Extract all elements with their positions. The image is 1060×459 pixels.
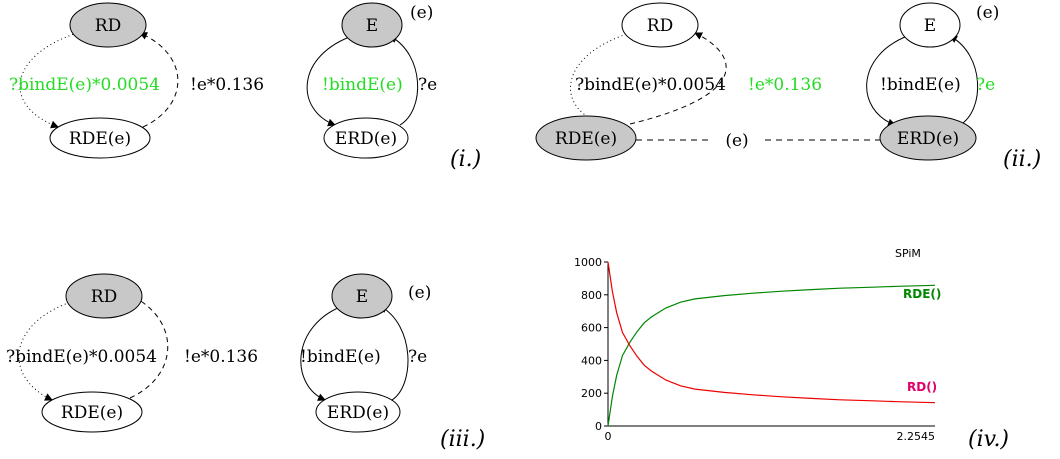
panel-tag: (iv.) bbox=[968, 427, 1009, 452]
restriction-label: (e) bbox=[408, 283, 431, 303]
edge-label-bind: ?bindE(e)*0.0054 bbox=[6, 347, 157, 367]
node-rd-label: RD bbox=[91, 287, 117, 307]
edge-label-receive: ?e bbox=[976, 75, 995, 95]
edge-label-receive: ?e bbox=[408, 347, 427, 367]
node-rd bbox=[65, 273, 143, 319]
series-line-rd bbox=[607, 261, 936, 404]
node-rde bbox=[535, 115, 637, 161]
x-ticks: 0 2.2545 bbox=[605, 430, 936, 443]
node-erd-label: ERD(e) bbox=[335, 129, 397, 149]
node-erd-label: ERD(e) bbox=[327, 403, 389, 423]
x-tick-label: 0 bbox=[605, 430, 612, 443]
edge-label-bind-e: !bindE(e) bbox=[322, 75, 403, 95]
restriction-label: (e) bbox=[976, 3, 999, 23]
y-tick-label: 1000 bbox=[574, 256, 602, 269]
x-tick-label: 2.2545 bbox=[897, 430, 936, 443]
node-rd-label: RD bbox=[95, 16, 121, 36]
edge-e-to-erd bbox=[306, 34, 356, 127]
edge-rde-to-rd bbox=[129, 295, 169, 399]
node-erd bbox=[879, 115, 977, 161]
y-ticks: 0 200 400 600 800 1000 bbox=[574, 256, 608, 433]
edge-erd-to-e bbox=[949, 35, 979, 126]
node-rd bbox=[69, 2, 147, 48]
node-rde-label: RDE(e) bbox=[61, 403, 123, 423]
edge-label-bind-e: !bindE(e) bbox=[300, 347, 381, 367]
panel-iii: RD RDE(e) ?bindE(e)*0.0054 !e*0.136 E (e… bbox=[6, 273, 485, 452]
node-e bbox=[331, 273, 393, 319]
node-e-label: E bbox=[924, 16, 936, 36]
y-tick-label: 600 bbox=[581, 322, 602, 335]
panel-tag: (i.) bbox=[450, 147, 481, 172]
y-tick-label: 400 bbox=[581, 354, 602, 367]
node-e-label: E bbox=[366, 16, 378, 36]
link-label: (e) bbox=[725, 131, 748, 151]
node-rde bbox=[49, 117, 151, 159]
series-line-rde bbox=[607, 284, 936, 427]
panel-iv-chart: SPiM 0 200 400 600 800 1000 0 2.2545 RDE() RD(… bbox=[574, 247, 1009, 452]
edge-label-bind-e: !bindE(e) bbox=[880, 75, 961, 95]
node-rd-label: RD bbox=[647, 16, 673, 36]
node-rde bbox=[41, 391, 143, 433]
edge-label-bind: ?bindE(e)*0.0054 bbox=[9, 75, 160, 95]
node-e bbox=[899, 2, 961, 48]
series-group bbox=[607, 261, 936, 427]
edge-label-emit: !e*0.136 bbox=[748, 75, 822, 95]
panel-ii: RD RDE(e) ?bindE(e)*0.0054 !e*0.136 (e) … bbox=[535, 2, 1041, 172]
node-rd bbox=[621, 2, 699, 48]
node-erd bbox=[323, 117, 409, 159]
node-e-label: E bbox=[356, 287, 368, 307]
edge-rde-to-rd bbox=[139, 32, 179, 128]
edge-label-emit: !e*0.136 bbox=[190, 75, 264, 95]
edge-erd-to-e bbox=[379, 305, 409, 401]
edge-e-to-erd bbox=[866, 34, 911, 127]
node-rde-label: RDE(e) bbox=[69, 129, 131, 149]
panel-tag: (iii.) bbox=[440, 427, 485, 452]
y-tick-label: 800 bbox=[581, 289, 602, 302]
edge-erd-to-e bbox=[389, 35, 419, 126]
node-erd-label: ERD(e) bbox=[897, 129, 959, 149]
chart-title: SPiM bbox=[895, 247, 921, 260]
edge-rde-to-rd bbox=[629, 32, 727, 125]
edge-label-receive: ?e bbox=[418, 75, 437, 95]
edge-e-to-erd bbox=[300, 304, 346, 401]
edge-label-emit: !e*0.136 bbox=[184, 347, 258, 367]
node-erd bbox=[315, 391, 401, 433]
edge-label-bind: ?bindE(e)*0.0054 bbox=[575, 75, 726, 95]
y-tick-label: 200 bbox=[581, 387, 602, 400]
node-rde-label: RDE(e) bbox=[555, 129, 617, 149]
restriction-label: (e) bbox=[410, 3, 433, 23]
panel-tag: (ii.) bbox=[1003, 147, 1041, 172]
y-tick-label: 0 bbox=[595, 420, 602, 433]
series-label-rd: RD() bbox=[907, 380, 937, 394]
edge-rd-to-rde bbox=[19, 32, 78, 129]
panel-i: RD RDE(e) ?bindE(e)*0.0054 !e*0.136 E (e… bbox=[9, 2, 481, 172]
series-label-rde: RDE() bbox=[903, 287, 941, 301]
node-e bbox=[341, 2, 403, 48]
